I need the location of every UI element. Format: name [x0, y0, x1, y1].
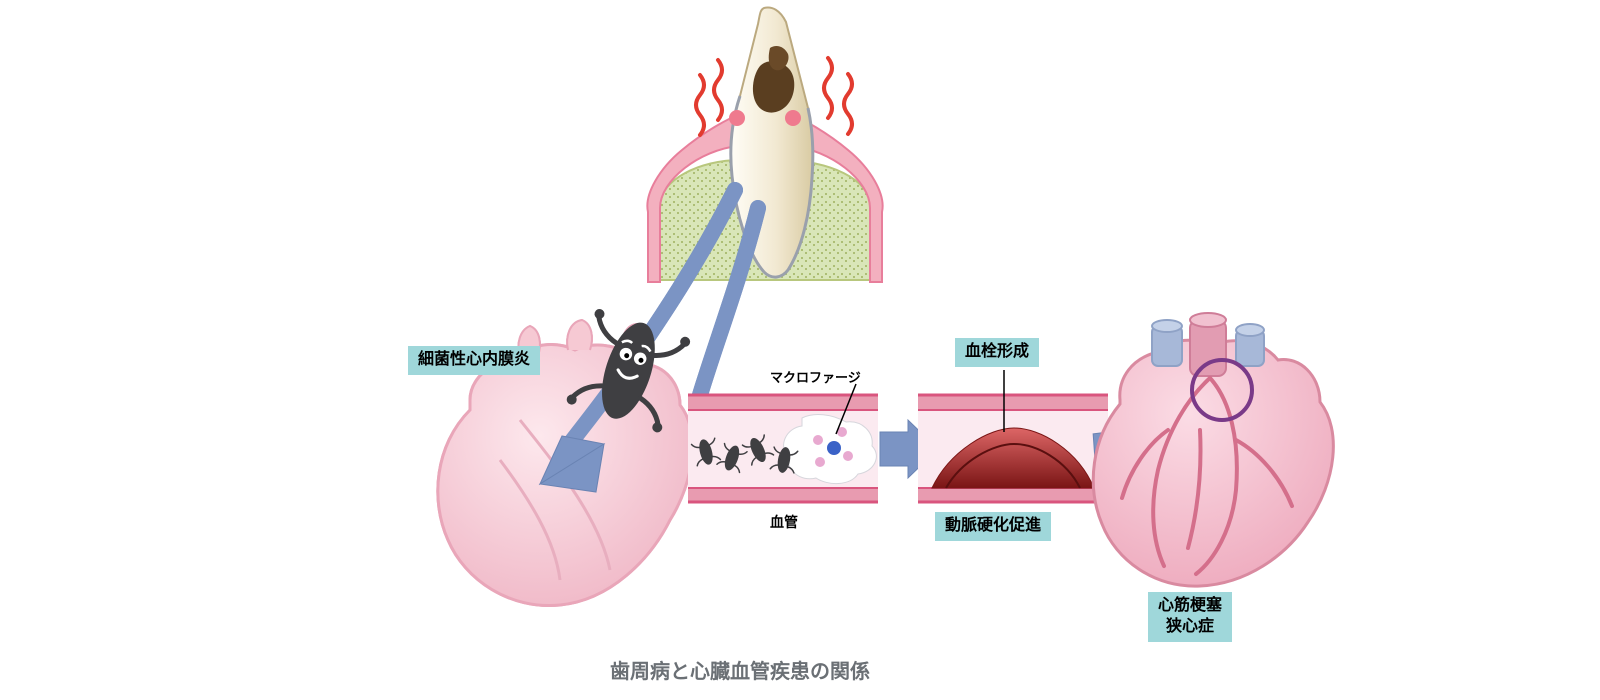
label-mi-angina: 心筋梗塞 狭心症: [1148, 592, 1232, 642]
label-endocarditis: 細菌性心内膜炎: [408, 346, 540, 375]
label-atherosclerosis: 動脈硬化促進: [935, 512, 1051, 541]
blood-vessel-2: [918, 395, 1108, 502]
label-macrophage: マクロファージ: [770, 367, 861, 386]
heart-right-illustration: [1093, 313, 1333, 586]
diagram-svg: [0, 0, 1600, 700]
diagram-caption: 歯周病と心臓血管疾患の関係: [610, 655, 870, 684]
tooth-illustration: [647, 8, 882, 282]
label-vessel: 血管: [770, 512, 798, 532]
label-thrombus: 血栓形成: [955, 338, 1039, 367]
diagram-stage: 細菌性心内膜炎 マクロファージ 血栓形成 血管 動脈硬化促進 心筋梗塞 狭心症 …: [0, 0, 1600, 700]
